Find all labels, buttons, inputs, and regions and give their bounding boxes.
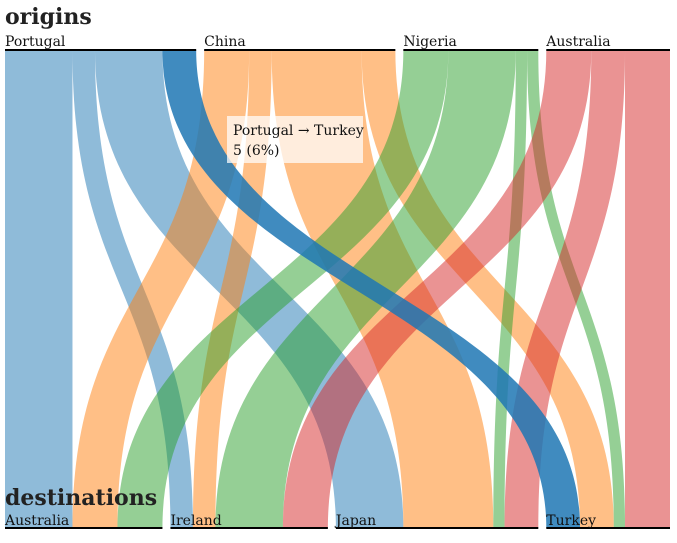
destination-label-turkey[interactable]: Turkey — [546, 513, 596, 529]
flow-portugal-to-australia[interactable] — [5, 50, 73, 528]
origin-label-nigeria[interactable]: Nigeria — [403, 34, 457, 50]
flow-portugal-to-turkey[interactable] — [162, 50, 581, 528]
origin-label-china[interactable]: China — [204, 34, 246, 50]
destination-label-australia[interactable]: Australia — [4, 513, 69, 529]
flow-australia-to-ireland[interactable] — [282, 50, 592, 528]
origin-label-australia[interactable]: Australia — [545, 34, 610, 50]
flow-china-to-ireland[interactable] — [192, 50, 272, 528]
flow-tooltip: Portugal → Turkey 5 (6%) — [227, 116, 364, 163]
tooltip-box — [227, 116, 363, 163]
flow-china-to-turkey[interactable] — [361, 50, 614, 528]
origin-axes: Portugal China Nigeria Australia — [5, 34, 670, 51]
origin-label-portugal[interactable]: Portugal — [5, 34, 66, 50]
flows-layer — [5, 50, 670, 528]
flow-australia-to-turkey[interactable] — [625, 50, 670, 528]
tooltip-title: Portugal → Turkey — [233, 123, 364, 139]
destination-label-ireland[interactable]: Ireland — [170, 513, 221, 529]
tooltip-value: 5 (6%) — [233, 143, 280, 159]
origins-title: origins — [5, 4, 92, 30]
flow-nigeria-to-australia[interactable] — [117, 50, 449, 528]
destination-label-japan[interactable]: Japan — [334, 513, 376, 529]
destination-axes: Australia Ireland Japan Turkey — [4, 513, 670, 529]
destinations-title: destinations — [5, 485, 157, 511]
